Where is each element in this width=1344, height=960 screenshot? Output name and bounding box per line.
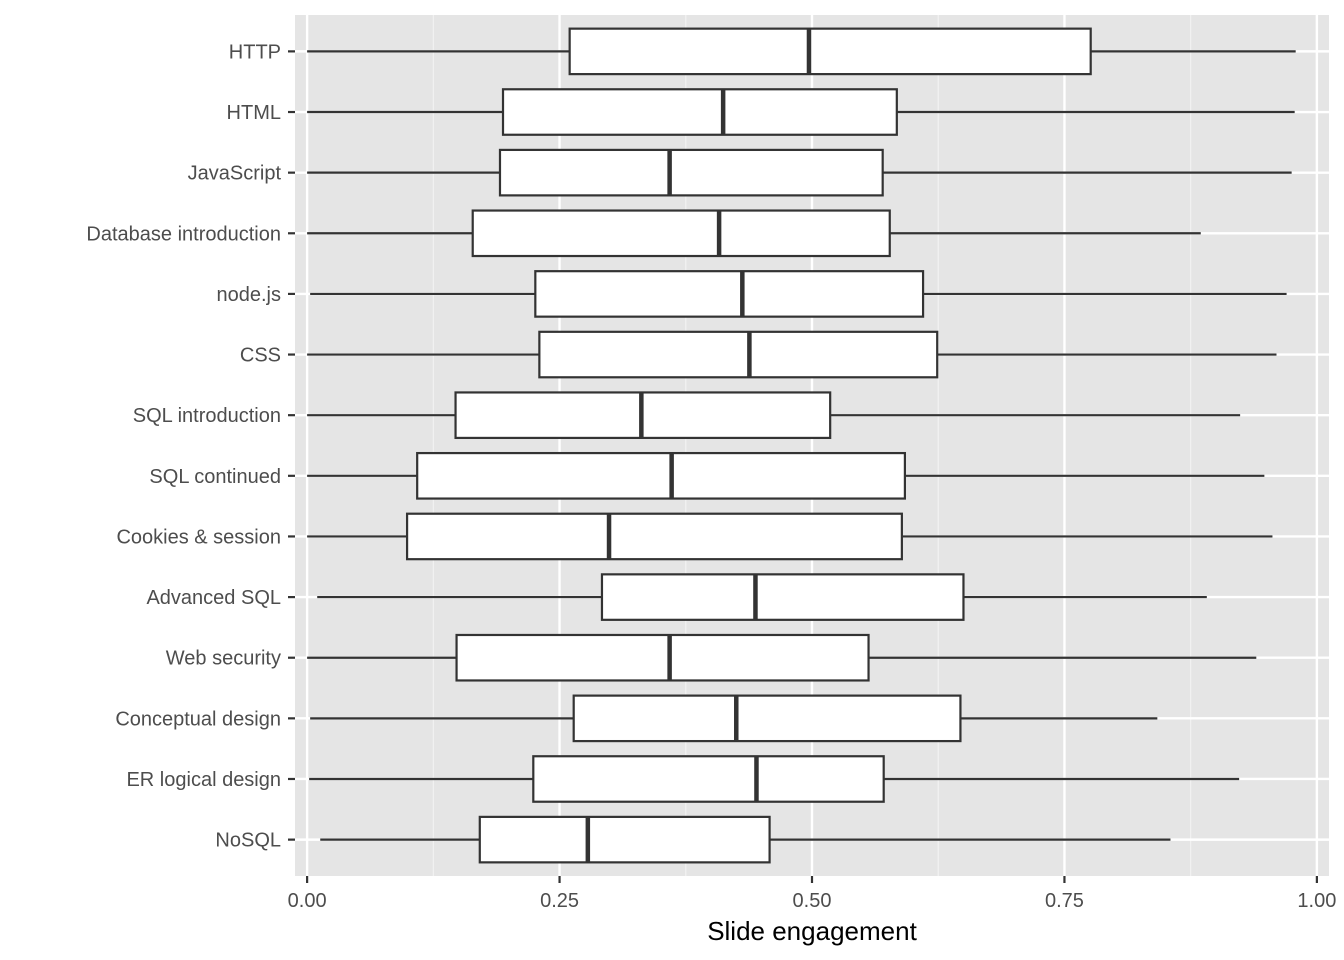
x-tick-label: 0.50 [793,890,832,912]
box-iqr [572,694,962,743]
y-tick-label: ER logical design [126,769,281,791]
box-group [307,209,1201,258]
box-iqr [478,815,771,864]
box-group [309,755,1240,803]
x-tick-label: 0.00 [288,890,327,912]
box-iqr [471,209,891,258]
y-tick-label: node.js [217,284,282,306]
box-iqr [405,512,903,561]
box-group [307,88,1295,136]
box-iqr [416,451,906,500]
x-tick-label: 1.00 [1297,890,1336,912]
box-series [307,27,1296,864]
box-group [320,815,1171,864]
x-axis: 0.00 0.25 0.50 0.75 1.00 [288,876,1336,912]
box-group [307,148,1292,197]
y-tick-label: JavaScript [188,163,282,185]
y-tick-label: Database introduction [86,223,281,245]
box-iqr [600,573,965,621]
box-group [307,633,1257,682]
y-tick-label: HTML [227,102,281,124]
box-group [310,270,1287,318]
y-tick-label: Cookies & session [116,526,281,548]
y-tick-label: Web security [166,648,281,670]
box-group [307,27,1296,76]
box-iqr [498,148,884,197]
box-iqr [501,88,898,136]
y-tick-label: HTTP [229,41,281,63]
box-iqr [534,270,925,318]
box-group [307,451,1265,500]
x-tick-label: 0.75 [1045,890,1084,912]
y-tick-label: Advanced SQL [146,587,281,609]
box-iqr [455,633,870,682]
y-axis: HTTP HTML JavaScript Database introduction n… [86,41,295,852]
y-tick-label: SQL continued [149,466,281,488]
box-group [317,573,1207,621]
box-iqr [532,755,885,803]
y-tick-label: SQL introduction [133,405,281,427]
y-tick-label: Conceptual design [115,708,281,730]
box-group [307,391,1241,440]
box-iqr [538,330,939,379]
box-group [310,694,1158,743]
box-group [307,512,1273,561]
box-group [307,330,1277,379]
x-tick-label: 0.25 [540,890,579,912]
y-tick-label: CSS [240,345,281,367]
y-tick-label: NoSQL [215,830,281,852]
x-axis-title: Slide engagement [707,916,917,946]
box-iqr [568,27,1092,76]
